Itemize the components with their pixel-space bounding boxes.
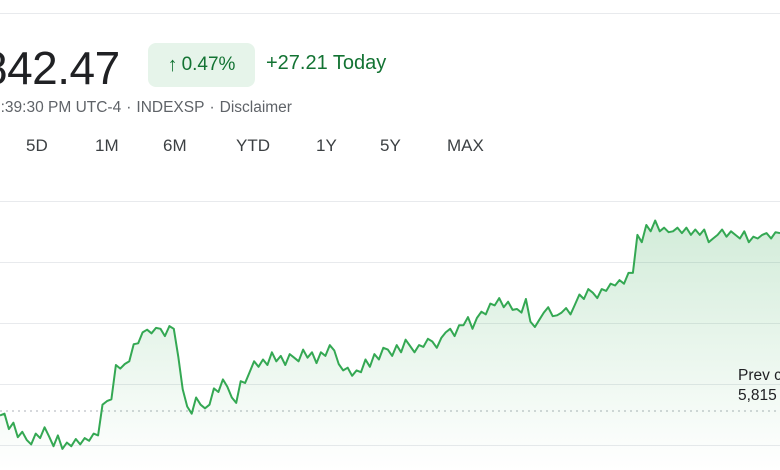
tab-5y[interactable]: 5Y (380, 136, 401, 155)
meta-separator: · (209, 99, 215, 116)
disclaimer-link[interactable]: Disclaimer (219, 99, 292, 116)
tab-max[interactable]: MAX (447, 136, 484, 155)
quote-meta: 5:39:30 PM UTC-4 · INDEXSP · Disclaimer (0, 99, 292, 117)
timestamp: 5:39:30 PM UTC-4 (0, 99, 122, 116)
grid-line (0, 262, 780, 263)
exchange-label: INDEXSP (136, 99, 205, 116)
arrow-up-icon: ↑ (167, 53, 178, 76)
percent-change-badge: ↑ 0.47% (148, 43, 255, 87)
meta-separator: · (126, 99, 132, 116)
tab-ytd[interactable]: YTD (236, 136, 270, 155)
price-area-fill (0, 220, 780, 470)
tab-6m[interactable]: 6M (163, 136, 187, 155)
prev-close-label: Prev c (738, 367, 780, 384)
tab-5d[interactable]: 5D (26, 136, 48, 155)
tab-1m[interactable]: 1M (95, 136, 119, 155)
absolute-change-today: +27.21 Today (266, 52, 387, 74)
current-price: 842.47 (0, 42, 120, 94)
price-line (0, 219, 780, 450)
grid-line (0, 323, 780, 324)
grid-line (0, 201, 780, 202)
prev-close-value: 5,815 (738, 387, 777, 404)
percent-change-value: 0.47% (181, 54, 236, 75)
tab-1y[interactable]: 1Y (316, 136, 337, 155)
header-divider (0, 13, 780, 14)
